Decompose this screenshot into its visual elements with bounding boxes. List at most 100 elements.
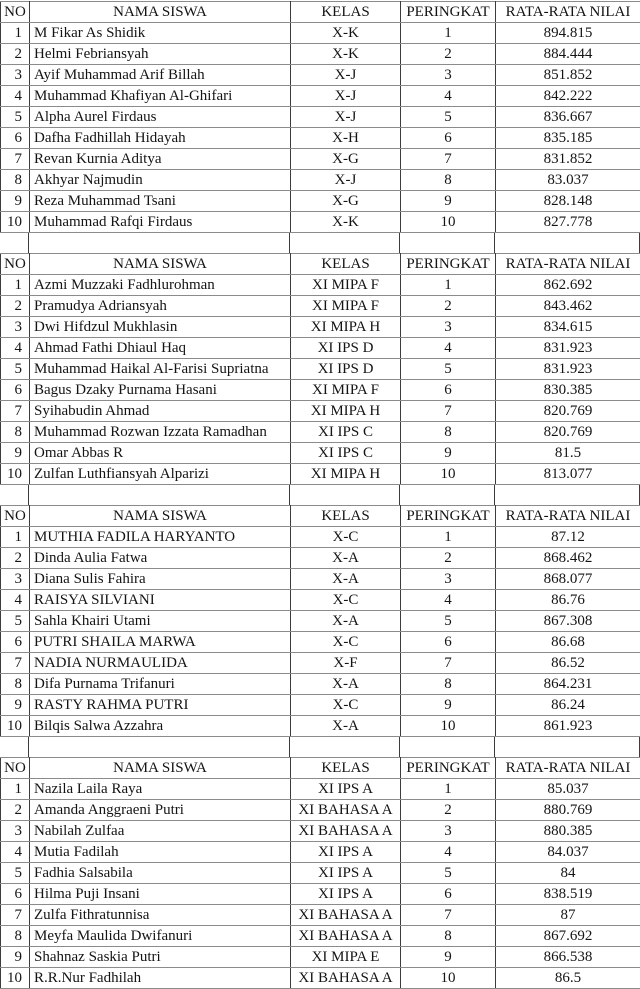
student-average-cell: 820.769 [495,421,640,443]
student-row: 3 Diana Sulis Fahira X-A 3 868.077 [0,568,640,590]
student-rank-cell: 9 [400,694,496,716]
student-average-cell: 851.852 [495,64,640,86]
separator-gridline [399,233,400,253]
column-header-nilai: RATA-RATA NILAI [495,757,640,779]
student-rank-cell: 8 [400,421,496,443]
row-number-cell: 8 [0,673,30,695]
student-average-cell: 86.5 [495,967,640,989]
student-row: 3 Nabilah Zulfaa XI BAHASA A 3 880.385 [0,820,640,842]
student-rank-cell: 2 [400,295,496,317]
row-number-cell: 9 [0,694,30,716]
student-rank-cell: 9 [400,190,496,212]
student-row: 7 NADIA NURMAULIDA X-F 7 86.52 [0,652,640,674]
student-average-cell: 830.385 [495,379,640,401]
row-number-cell: 8 [0,169,30,191]
student-rank-cell: 5 [400,610,496,632]
student-row: 4 Muhammad Khafiyan Al-Ghifari X-J 4 842.222 [0,85,640,107]
student-class-cell: XI IPS A [290,862,401,884]
separator-gridline [494,233,495,253]
row-number-cell: 7 [0,400,30,422]
student-average-cell: 884.444 [495,43,640,65]
student-average-cell: 813.077 [495,463,640,485]
separator-gridline [289,233,290,253]
student-name-cell: M Fikar As Shidik [29,22,291,44]
student-name-cell: Muhammad Khafiyan Al-Ghifari [29,85,291,107]
student-name-cell: Hilma Puji Insani [29,883,291,905]
student-average-cell: 880.385 [495,820,640,842]
student-row: 1 MUTHIA FADILA HARYANTO X-C 1 87.12 [0,526,640,548]
row-number-cell: 5 [0,610,30,632]
row-number-cell: 5 [0,106,30,128]
student-row: 4 RAISYA SILVIANI X-C 4 86.76 [0,589,640,611]
separator-gridline [494,737,495,757]
student-rank-cell: 6 [400,883,496,905]
column-header-kelas: KELAS [290,1,401,23]
student-class-cell: XI MIPA H [290,316,401,338]
student-average-cell: 86.24 [495,694,640,716]
student-row: 10 R.R.Nur Fadhilah XI BAHASA A 10 86.5 [0,967,640,989]
student-name-cell: Fadhia Salsabila [29,862,291,884]
column-header-peringkat: PERINGKAT [400,1,496,23]
student-name-cell: RAISYA SILVIANI [29,589,291,611]
student-average-cell: 81.5 [495,442,640,464]
student-row: 9 RASTY RAHMA PUTRI X-C 9 86.24 [0,694,640,716]
student-row: 5 Alpha Aurel Firdaus X-J 5 836.667 [0,106,640,128]
student-class-cell: XI IPS A [290,883,401,905]
column-header-nilai: RATA-RATA NILAI [495,253,640,275]
student-name-cell: Meyfa Maulida Dwifanuri [29,925,291,947]
row-number-cell: 1 [0,526,30,548]
column-header-nilai: RATA-RATA NILAI [495,505,640,527]
student-row: 6 Dafha Fadhillah Hidayah X-H 6 835.185 [0,127,640,149]
row-number-cell: 2 [0,799,30,821]
ranking-table-grade-xi-boys: NO NAMA SISWA KELAS PERINGKAT RATA-RATA … [0,253,640,485]
student-row: 1 Azmi Muzzaki Fadhlurohman XI MIPA F 1 862.… [0,274,640,296]
student-row: 8 Muhammad Rozwan Izzata Ramadhan XI IPS C… [0,421,640,443]
student-name-cell: PUTRI SHAILA MARWA [29,631,291,653]
student-average-cell: 86.76 [495,589,640,611]
student-rank-cell: 8 [400,673,496,695]
row-number-cell: 9 [0,442,30,464]
student-rank-cell: 4 [400,337,496,359]
student-average-cell: 843.462 [495,295,640,317]
separator-gridline [399,737,400,757]
student-rank-cell: 7 [400,148,496,170]
student-average-cell: 831.923 [495,358,640,380]
student-row: 8 Akhyar Najmudin X-J 8 83.037 [0,169,640,191]
student-class-cell: X-C [290,589,401,611]
row-number-cell: 8 [0,421,30,443]
row-number-cell: 3 [0,568,30,590]
student-average-cell: 828.148 [495,190,640,212]
column-header-peringkat: PERINGKAT [400,505,496,527]
student-average-cell: 831.852 [495,148,640,170]
student-name-cell: Amanda Anggraeni Putri [29,799,291,821]
student-rank-cell: 9 [400,946,496,968]
column-header-no: NO [0,1,30,23]
student-name-cell: Zulfan Luthfiansyah Alparizi [29,463,291,485]
student-name-cell: Dinda Aulia Fatwa [29,547,291,569]
row-number-cell: 6 [0,379,30,401]
student-name-cell: Shahnaz Saskia Putri [29,946,291,968]
row-number-cell: 5 [0,862,30,884]
student-average-cell: 880.769 [495,799,640,821]
student-rank-cell: 7 [400,652,496,674]
student-class-cell: XI MIPA F [290,379,401,401]
student-rank-cell: 9 [400,442,496,464]
student-average-cell: 83.037 [495,169,640,191]
student-name-cell: Syihabudin Ahmad [29,400,291,422]
student-class-cell: X-A [290,673,401,695]
student-average-cell: 84.037 [495,841,640,863]
student-average-cell: 838.519 [495,883,640,905]
student-class-cell: X-K [290,43,401,65]
student-name-cell: Omar Abbas R [29,442,291,464]
student-rank-cell: 8 [400,925,496,947]
student-average-cell: 831.923 [495,337,640,359]
student-row: 4 Ahmad Fathi Dhiaul Haq XI IPS D 4 831.923 [0,337,640,359]
student-rank-cell: 5 [400,862,496,884]
student-class-cell: XI BAHASA A [290,799,401,821]
row-number-cell: 3 [0,820,30,842]
student-class-cell: XI IPS D [290,337,401,359]
student-class-cell: X-J [290,64,401,86]
